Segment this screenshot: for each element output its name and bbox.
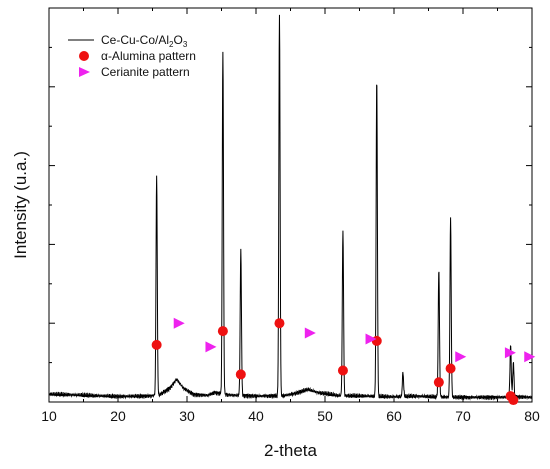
legend-series-label-sub1: 2 [169,40,174,49]
alumina-marker [445,363,456,374]
alumina-marker [433,377,444,388]
legend-series-label: Ce-Cu-Co/Al2O3 [101,33,188,49]
cerianite-marker [455,351,467,363]
x-tick-label: 20 [110,408,126,424]
x-tick-label: 40 [248,408,264,424]
legend-cerianite-label: Cerianite pattern [101,65,190,79]
alumina-marker [508,395,519,406]
legend-series-label-sub2: 3 [183,40,188,49]
x-tick-label: 50 [317,408,333,424]
axis-ticks: 10 20 30 40 50 60 70 80 [41,7,540,424]
cerianite-marker [504,347,516,359]
alumina-marker [274,318,285,329]
legend-series-label-o: O [173,33,182,47]
plot-lines [48,14,533,401]
legend-alumina-label: α-Alumina pattern [101,49,196,63]
cerianite-marker [524,351,536,363]
diffraction-line [48,14,533,401]
y-axis-title: Intensity (u.a.) [11,151,30,259]
legend-cerianite-marker [79,67,90,77]
legend: Ce-Cu-Co/Al2O3 α-Alumina pattern Ceriani… [68,33,196,79]
x-axis-title: 2-theta [264,441,317,460]
alumina-marker [235,369,246,380]
alumina-marker [337,365,348,376]
x-tick-label: 10 [41,408,57,424]
cerianite-marker [205,341,217,353]
alumina-marker [217,326,228,337]
x-tick-label: 80 [524,408,540,424]
legend-alumina-marker [79,51,89,61]
cerianite-marker [173,317,185,329]
cerianite-marker [365,333,377,345]
legend-series-label-main: Ce-Cu-Co/Al [101,33,169,47]
x-tick-label: 60 [386,408,402,424]
alumina-marker [151,339,162,350]
cerianite-marker [304,327,316,339]
x-tick-label: 30 [179,408,195,424]
plot-markers [151,317,536,406]
x-tick-label: 70 [455,408,471,424]
